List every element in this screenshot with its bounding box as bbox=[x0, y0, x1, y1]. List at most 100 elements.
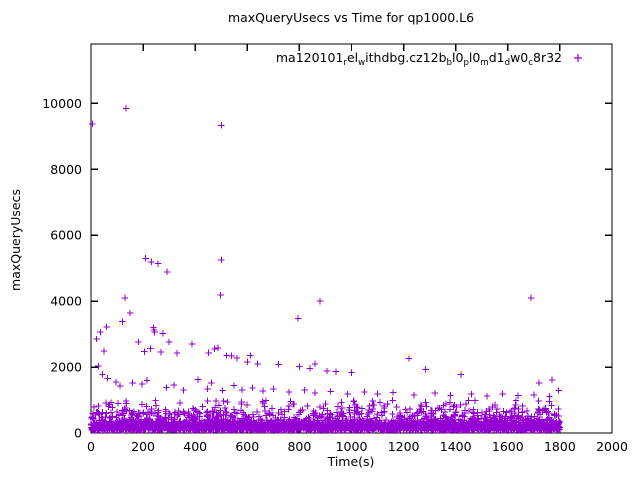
data-point bbox=[289, 401, 297, 408]
data-point bbox=[323, 367, 330, 375]
data-point bbox=[424, 414, 432, 422]
data-point bbox=[465, 424, 472, 432]
data-point bbox=[201, 418, 208, 425]
data-point bbox=[303, 418, 310, 426]
data-point bbox=[131, 426, 138, 434]
data-point bbox=[222, 405, 229, 412]
data-point bbox=[194, 376, 201, 383]
data-point bbox=[277, 423, 284, 430]
data-point bbox=[244, 358, 251, 365]
data-point bbox=[417, 424, 424, 431]
data-point bbox=[249, 411, 256, 418]
data-point bbox=[259, 387, 267, 394]
chart-legend: ma120101relwithdbg.cz12bbl0pl0md1dw0c8r3… bbox=[276, 50, 582, 68]
data-point bbox=[317, 297, 324, 305]
data-point bbox=[339, 404, 346, 412]
data-point bbox=[237, 407, 245, 414]
data-point bbox=[112, 379, 120, 386]
data-point bbox=[88, 426, 96, 433]
data-point bbox=[492, 424, 499, 432]
data-point bbox=[99, 371, 106, 378]
data-point bbox=[250, 425, 257, 432]
data-point bbox=[170, 382, 177, 389]
data-point bbox=[544, 408, 552, 415]
data-point bbox=[227, 426, 234, 433]
data-point bbox=[359, 405, 366, 412]
data-point bbox=[460, 420, 468, 427]
data-point bbox=[242, 426, 249, 433]
data-point bbox=[431, 389, 439, 397]
data-point bbox=[528, 294, 535, 301]
data-point bbox=[187, 425, 194, 433]
data-point bbox=[177, 418, 184, 425]
data-point bbox=[430, 415, 438, 422]
legend-text-part: ma120101 bbox=[276, 50, 344, 65]
data-point bbox=[508, 408, 515, 415]
data-point bbox=[421, 421, 429, 429]
data-point bbox=[530, 422, 538, 430]
data-point bbox=[531, 426, 539, 433]
data-point bbox=[95, 402, 102, 410]
data-point bbox=[190, 424, 198, 431]
data-point bbox=[522, 422, 529, 429]
data-point bbox=[327, 411, 335, 418]
data-point bbox=[346, 409, 353, 416]
data-point bbox=[266, 410, 273, 417]
data-point bbox=[204, 385, 211, 392]
data-point bbox=[135, 338, 142, 346]
data-point bbox=[155, 407, 162, 414]
data-point bbox=[537, 425, 544, 432]
data-point bbox=[248, 418, 255, 425]
data-point bbox=[139, 410, 147, 417]
data-point bbox=[203, 409, 210, 416]
data-point bbox=[457, 417, 464, 424]
data-point bbox=[290, 425, 297, 432]
data-point bbox=[168, 416, 175, 423]
data-point bbox=[503, 409, 510, 416]
data-point bbox=[510, 417, 518, 424]
chart-title: maxQueryUsecs vs Time for qp1000.L6 bbox=[228, 10, 474, 25]
data-point bbox=[472, 397, 479, 404]
data-point bbox=[215, 402, 223, 409]
data-point bbox=[93, 409, 100, 416]
data-point bbox=[451, 401, 458, 409]
data-point bbox=[555, 417, 562, 425]
legend-subscript: p bbox=[463, 58, 468, 68]
data-point bbox=[192, 406, 199, 414]
y-tick-label: 6000 bbox=[50, 228, 82, 243]
data-point bbox=[457, 371, 465, 378]
data-point bbox=[159, 330, 167, 337]
data-point bbox=[530, 391, 537, 398]
data-point bbox=[249, 384, 256, 391]
data-point bbox=[302, 417, 309, 424]
data-point bbox=[216, 427, 223, 434]
data-point bbox=[113, 408, 121, 415]
data-point bbox=[285, 403, 292, 410]
data-point bbox=[350, 424, 357, 432]
data-point bbox=[115, 400, 122, 407]
data-point bbox=[418, 416, 426, 424]
data-point bbox=[476, 424, 483, 431]
data-point bbox=[311, 389, 319, 396]
data-point bbox=[371, 415, 378, 422]
y-tick-label: 10000 bbox=[42, 96, 82, 111]
data-point bbox=[423, 426, 430, 434]
data-point bbox=[297, 407, 304, 414]
data-point bbox=[474, 409, 481, 416]
data-point bbox=[551, 412, 558, 419]
data-point bbox=[175, 407, 182, 414]
data-point bbox=[138, 427, 145, 434]
legend-subscript: c bbox=[528, 58, 533, 68]
data-point bbox=[217, 407, 224, 414]
data-point bbox=[490, 418, 497, 425]
data-point bbox=[515, 392, 522, 399]
data-point bbox=[422, 366, 429, 373]
data-point bbox=[104, 375, 111, 382]
data-point bbox=[390, 417, 397, 424]
data-point bbox=[130, 408, 138, 415]
y-axis-title: maxQueryUsecs bbox=[8, 189, 23, 291]
data-point bbox=[149, 418, 156, 425]
data-point bbox=[93, 424, 101, 431]
data-point bbox=[389, 397, 396, 404]
